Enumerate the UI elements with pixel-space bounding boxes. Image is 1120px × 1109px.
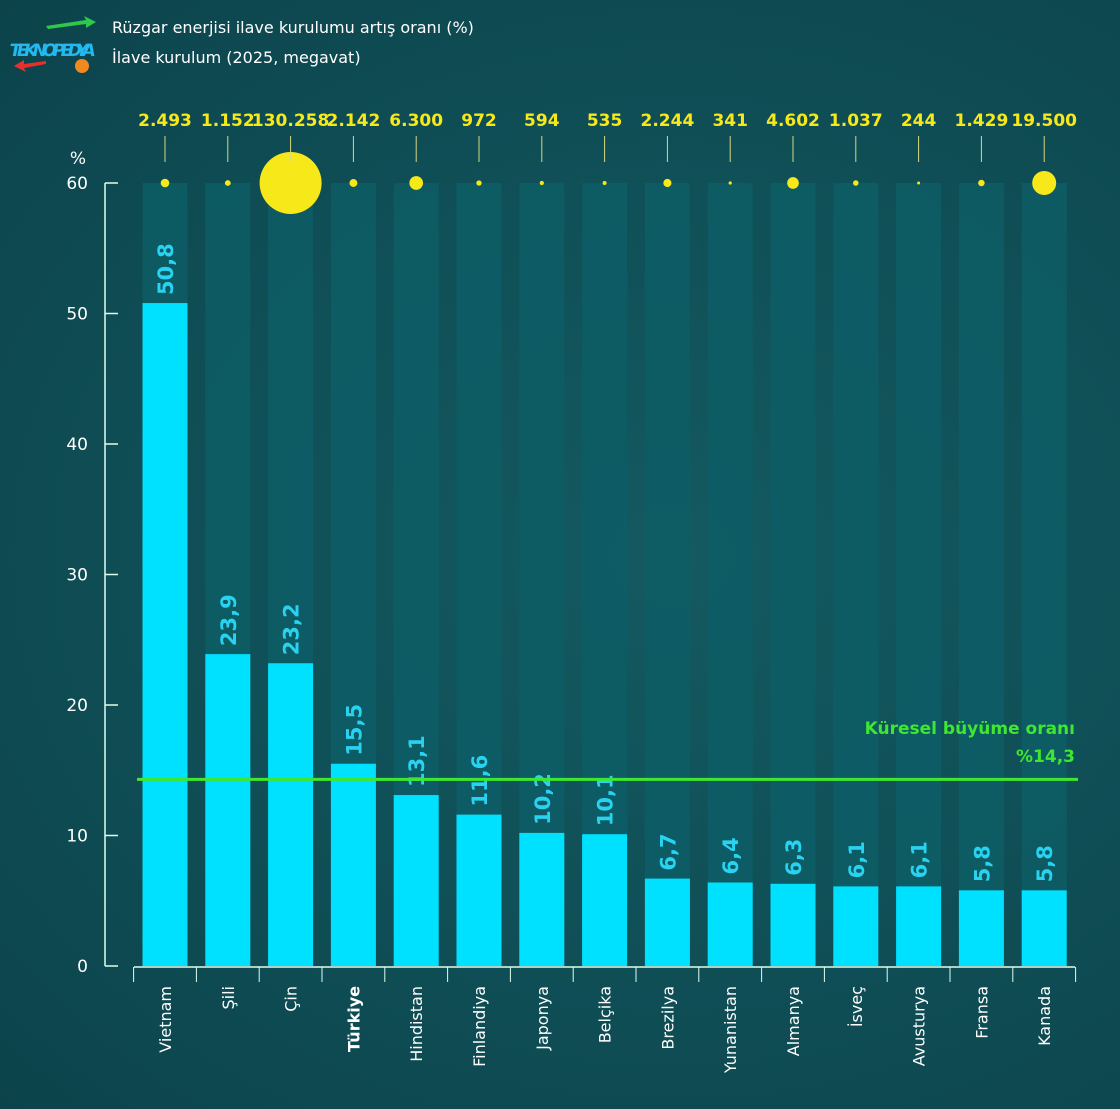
bubble-value-label: 594 [524,111,560,131]
bubble-value-label: 2.493 [138,111,192,131]
column-background [958,183,1004,966]
bubble-Belçika [602,181,607,185]
reference-line-value: %14,3 [1016,747,1075,767]
x-tick-label: Avusturya [910,986,929,1066]
bubble-value-label: 972 [461,111,497,131]
y-tick-label: 0 [77,957,88,977]
y-tick-label: 30 [66,566,88,586]
bar-Çin [268,663,314,966]
bar-value-label: 6,3 [782,839,806,876]
column-background [833,183,879,966]
bar-value-label: 6,1 [845,841,869,878]
bubble-Fransa [978,179,985,187]
bubble-value-label: 2.142 [327,111,381,131]
bar-value-label: 10,1 [594,774,618,826]
bubble-Japonya [539,180,544,186]
bar-value-label: 23,2 [280,603,304,655]
bubble-value-label: 4.602 [766,111,820,131]
bubble-Vietnam [160,178,170,188]
chart-subtitle: İlave kurulum (2025, megavat) [112,48,361,67]
bar-Japonya [519,832,565,966]
bar-value-label: 6,7 [656,833,680,870]
bubble-Kanada [1032,171,1057,195]
bar-Türkiye [330,763,376,966]
bar-Finlandiya [456,814,502,966]
bubble-value-label: 19.500 [1011,111,1077,131]
bar-Yunanistan [707,882,753,966]
bar-Belçika [582,834,628,966]
bubble-value-label: 6.300 [389,111,443,131]
y-tick-label: 20 [66,696,88,716]
bubble-Avusturya [917,181,921,185]
column-background [1021,183,1067,966]
x-tick-label: Fransa [972,986,991,1039]
y-axis-label: % [70,149,86,169]
x-tick-label: Türkiye [344,986,363,1052]
bar-value-label: 6,1 [908,841,932,878]
bar-value-label: 5,8 [970,845,994,882]
bar-İsveç [833,886,879,966]
bubble-Brezilya [663,178,672,188]
bubble-value-label: 341 [712,111,748,131]
x-tick-label: Vietnam [156,986,175,1053]
bar-value-label: 6,4 [719,837,743,874]
bubble-value-label: 535 [587,111,623,131]
column-background [896,183,942,966]
x-tick-label: Japonya [533,986,552,1051]
y-tick-label: 10 [66,827,88,847]
bar-Almanya [770,883,816,966]
bar-Hindistan [393,795,439,966]
bubble-İsveç [853,180,859,186]
bubble-value-label: 1.429 [955,111,1009,131]
bar-Brezilya [644,878,690,966]
y-tick-label: 50 [66,305,88,325]
bar-value-label: 23,9 [217,594,241,646]
bar-value-label: 5,8 [1033,845,1057,882]
bar-Fransa [958,890,1004,966]
bubble-value-label: 1.152 [201,111,255,131]
reference-line-label: Küresel büyüme oranı [865,719,1075,739]
x-tick-label: Belçika [596,986,615,1043]
column-background [707,183,753,966]
x-tick-label: Brezilya [658,986,677,1050]
x-tick-label: İsveç [847,986,866,1027]
bar-value-label: 15,5 [342,704,366,756]
svg-text:TEKNOPEDYA: TEKNOPEDYA [8,41,98,61]
bubble-Hindistan [409,176,424,190]
x-tick-label: Finlandiya [470,986,489,1067]
x-tick-label: Şili [219,986,238,1010]
bubble-value-label: 1.037 [829,111,883,131]
x-tick-label: Kanada [1035,986,1054,1046]
bubble-value-label: 2.244 [641,111,695,131]
bar-Şili [205,654,251,966]
x-tick-label: Yunanistan [721,986,740,1074]
bar-value-label: 10,2 [531,773,555,825]
bubble-Türkiye [349,179,358,187]
x-tick-label: Çin [282,986,301,1012]
x-tick-label: Hindistan [407,986,426,1062]
chart-title: Rüzgar enerjisi ilave kurulumu artış ora… [112,18,474,37]
y-tick-label: 40 [66,435,88,455]
teknopedya-logo: TEKNOPEDYA [8,16,98,73]
bar-Vietnam [142,303,188,966]
bar-value-label: 50,8 [154,243,178,295]
bubble-Yunanistan [728,181,732,185]
x-tick-label: Almanya [784,986,803,1056]
bubble-value-label: 130.258 [252,111,329,131]
y-tick-label: 60 [66,174,88,194]
bubble-Şili [224,180,231,186]
bubble-Finlandiya [476,180,482,186]
bubble-Almanya [787,177,799,189]
bar-Avusturya [896,886,942,966]
bubble-Çin [259,152,322,214]
bar-Kanada [1021,890,1067,966]
bubble-value-label: 244 [901,111,937,131]
column-background [770,183,816,966]
column-background [644,183,690,966]
